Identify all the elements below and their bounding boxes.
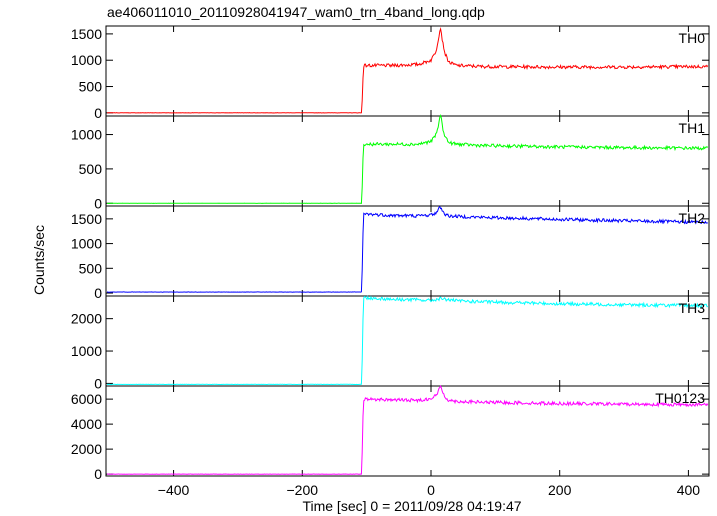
y-tick-label: 1000 (71, 127, 102, 143)
series-line-th2 (107, 205, 709, 293)
x-tick-label: 400 (677, 482, 701, 498)
y-tick-label: 500 (79, 161, 103, 177)
y-tick-label: 0 (94, 466, 102, 482)
series-line-th3 (106, 295, 708, 386)
series-line-th1 (106, 114, 709, 204)
y-tick-label: 1500 (71, 26, 102, 42)
panel-frame (105, 115, 710, 207)
x-tick-label: 200 (548, 482, 572, 498)
panel-th0123: 0 2000 4000 6000 TH0123 (71, 384, 710, 482)
panel-frame (105, 385, 710, 477)
panel-th0: 0 500 1000 1500 TH0 (71, 25, 710, 121)
panel-frame (105, 205, 710, 297)
x-axis: −400 −200 0 200 400 (158, 482, 701, 498)
panel-label: TH0 (679, 30, 706, 46)
y-tick-label: 4000 (71, 416, 102, 432)
y-axis-label: Counts/sec (31, 225, 47, 295)
y-tick-label: 1000 (71, 52, 102, 68)
y-tick-label: 1500 (71, 211, 102, 227)
panel-th1: 0 500 1000 TH1 (71, 114, 710, 211)
panel-label: TH0123 (655, 390, 705, 406)
x-axis-label: Time [sec] 0 = 2011/09/28 04:19:47 (302, 498, 521, 514)
chart-title: ae406011010_20110928041947_wam0_trn_4ban… (107, 4, 485, 20)
y-tick-label: 6000 (71, 391, 102, 407)
series-line-th0123 (106, 384, 709, 475)
panel-frame (105, 25, 710, 117)
y-tick-label: 500 (79, 260, 103, 276)
y-tick-label: 0 (94, 105, 102, 121)
x-tick-label: −200 (287, 482, 319, 498)
x-tick-label: −400 (158, 482, 190, 498)
y-tick-label: 2000 (71, 441, 102, 457)
panel-label: TH1 (679, 120, 706, 136)
y-tick-label: 2000 (71, 311, 102, 327)
panel-th2: 0 500 1000 1500 TH2 (71, 205, 710, 301)
x-tick-label: 0 (427, 482, 435, 498)
y-tick-label: 500 (79, 79, 103, 95)
y-tick-label: 0 (94, 375, 102, 391)
panel-label: TH2 (679, 210, 706, 226)
y-tick-label: 1000 (71, 343, 102, 359)
panel-frame (105, 295, 710, 387)
panel-label: TH3 (679, 300, 706, 316)
panel-stack: 0 500 1000 1500 TH0 0 500 1000 TH1 0 500 1000 1500 TH… (71, 25, 710, 482)
y-tick-label: 0 (94, 285, 102, 301)
y-tick-label: 0 (94, 195, 102, 211)
y-tick-label: 1000 (71, 236, 102, 252)
series-line-th0 (106, 27, 709, 114)
panel-th3: 0 1000 2000 TH3 (71, 295, 710, 391)
